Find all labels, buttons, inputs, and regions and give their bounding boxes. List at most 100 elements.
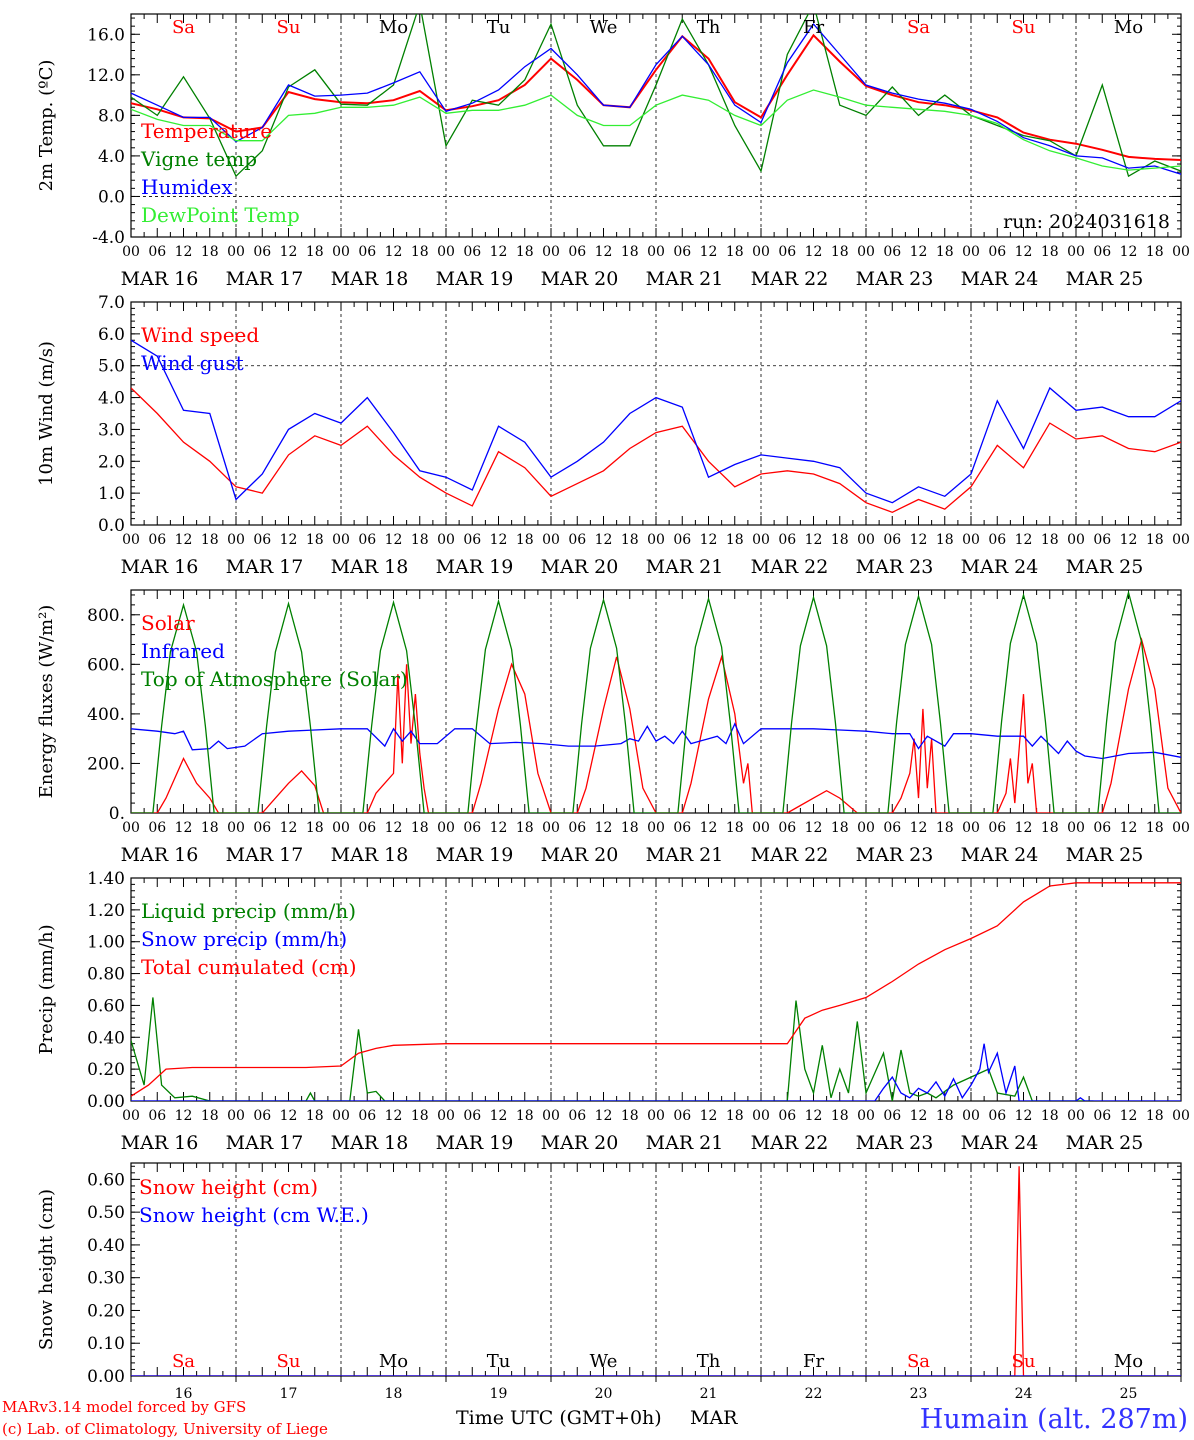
- date-label: MAR 21: [646, 844, 724, 866]
- hour-tick-label: 18: [936, 532, 954, 548]
- date-label: MAR 22: [751, 844, 829, 866]
- hour-tick-label: 18: [1041, 532, 1059, 548]
- hour-tick-label: 00: [857, 820, 875, 836]
- date-label: MAR 16: [121, 844, 199, 866]
- hour-tick-label: 06: [988, 244, 1006, 260]
- series-line-vigne-temp: [131, 14, 1181, 178]
- hour-tick-label: 00: [1067, 820, 1085, 836]
- legend-entry: Vigne temp: [140, 147, 257, 171]
- chart-panel-1: -4.0 0.0 4.0 8.0 12.0 16.0 2m Temp. (ºC) 00 06 12…: [36, 13, 1190, 290]
- hour-tick-label: 06: [673, 1108, 691, 1124]
- y-tick-label: 400.: [87, 705, 125, 725]
- station-title: Humain (alt. 287m): [920, 1404, 1188, 1435]
- hour-tick-label: 06: [883, 532, 901, 548]
- hour-tick-label: 06: [778, 1108, 796, 1124]
- hour-tick-label: 18: [411, 532, 429, 548]
- hour-tick-label: 06: [463, 532, 481, 548]
- series-line-temperature: [131, 33, 1181, 162]
- hour-tick-label: 18: [726, 244, 744, 260]
- y-tick-label: 0.20: [87, 1301, 125, 1321]
- y-tick-label: 4.0: [98, 147, 125, 167]
- weekday-label: We: [590, 1351, 618, 1372]
- hour-tick-label: 18: [831, 820, 849, 836]
- weekday-label: Sa: [172, 17, 195, 38]
- hour-tick-label: 12: [595, 532, 613, 548]
- hour-tick-label: 12: [1015, 244, 1033, 260]
- hour-tick-label: 06: [148, 532, 166, 548]
- y-tick-label: 16.0: [87, 25, 125, 45]
- date-label: MAR 19: [436, 844, 514, 866]
- date-label: MAR 19: [436, 1132, 514, 1154]
- y-tick-label: 3.0: [98, 420, 125, 440]
- hour-tick-label: 06: [358, 1108, 376, 1124]
- hour-tick-label: 06: [358, 532, 376, 548]
- hour-tick-label: 00: [1067, 1108, 1085, 1124]
- y-tick-label: 6.0: [98, 325, 125, 345]
- weekday-label: Su: [277, 1351, 301, 1372]
- hour-tick-label: 12: [700, 820, 718, 836]
- date-label: MAR 21: [646, 556, 724, 578]
- date-label: MAR 17: [226, 1132, 304, 1154]
- weekday-label: Su: [277, 17, 301, 38]
- hour-tick-label: 00: [647, 244, 665, 260]
- hour-tick-label: 12: [175, 532, 193, 548]
- hour-tick-label: 06: [358, 244, 376, 260]
- date-label: MAR 25: [1066, 556, 1144, 578]
- y-tick-label: -4.0: [92, 228, 125, 248]
- series-line-liquid-precip-mm-h-: [131, 997, 1094, 1101]
- chart-panel-2: 0.0 1.0 2.0 3.0 4.0 5.0 6.0 7.0 10m Wind (m/s) 00…: [36, 293, 1190, 578]
- y-tick-label: 1.0: [98, 484, 125, 504]
- hour-tick-label: 06: [778, 244, 796, 260]
- y-tick-label: 0.30: [87, 1269, 125, 1289]
- legend-entry: Wind speed: [141, 323, 259, 347]
- hour-tick-label: 06: [253, 244, 271, 260]
- hour-tick-label: 12: [910, 532, 928, 548]
- hour-tick-label: 18: [621, 820, 639, 836]
- hour-tick-label: 00: [1067, 532, 1085, 548]
- hour-tick-label: 00: [1172, 532, 1190, 548]
- hour-tick-label: 00: [122, 532, 140, 548]
- hour-tick-label: 00: [437, 532, 455, 548]
- hour-tick-label: 12: [1015, 532, 1033, 548]
- hour-tick-label: 12: [910, 1108, 928, 1124]
- hour-tick-label: 06: [148, 820, 166, 836]
- y-tick-label: 2.0: [98, 452, 125, 472]
- date-label: MAR 25: [1066, 268, 1144, 290]
- day-number-label: 21: [700, 1386, 718, 1402]
- date-label: MAR 24: [961, 268, 1039, 290]
- weekday-label: Th: [697, 17, 721, 38]
- weekday-label: Mo: [1114, 17, 1143, 38]
- hour-tick-label: 06: [883, 244, 901, 260]
- hour-tick-label: 18: [621, 1108, 639, 1124]
- hour-tick-label: 18: [936, 820, 954, 836]
- legend-entry: Wind gust: [141, 351, 244, 375]
- hour-tick-label: 00: [332, 244, 350, 260]
- hour-tick-label: 06: [463, 820, 481, 836]
- date-label: MAR 21: [646, 1132, 724, 1154]
- hour-tick-label: 00: [227, 820, 245, 836]
- hour-tick-label: 06: [568, 820, 586, 836]
- day-number-label: 25: [1120, 1386, 1138, 1402]
- hour-tick-label: 00: [962, 1108, 980, 1124]
- weekday-label: Su: [1012, 1351, 1036, 1372]
- hour-tick-label: 00: [752, 1108, 770, 1124]
- hour-tick-label: 18: [516, 820, 534, 836]
- hour-tick-label: 06: [988, 820, 1006, 836]
- legend-entry: Infrared: [141, 639, 225, 663]
- hour-tick-label: 12: [805, 244, 823, 260]
- weekday-label: Sa: [907, 1351, 930, 1372]
- y-axis-label: 2m Temp. (ºC): [36, 60, 57, 192]
- month-label: MAR: [690, 1407, 738, 1429]
- hour-tick-label: 18: [1041, 820, 1059, 836]
- date-label: MAR 24: [961, 844, 1039, 866]
- hour-tick-label: 00: [647, 820, 665, 836]
- hour-tick-label: 06: [1093, 244, 1111, 260]
- date-label: MAR 19: [436, 556, 514, 578]
- hour-tick-label: 06: [673, 244, 691, 260]
- date-label: MAR 20: [541, 844, 619, 866]
- hour-tick-label: 18: [516, 532, 534, 548]
- hour-tick-label: 18: [201, 820, 219, 836]
- hour-tick-label: 06: [148, 1108, 166, 1124]
- y-tick-label: 0.: [109, 804, 125, 824]
- hour-tick-label: 00: [857, 532, 875, 548]
